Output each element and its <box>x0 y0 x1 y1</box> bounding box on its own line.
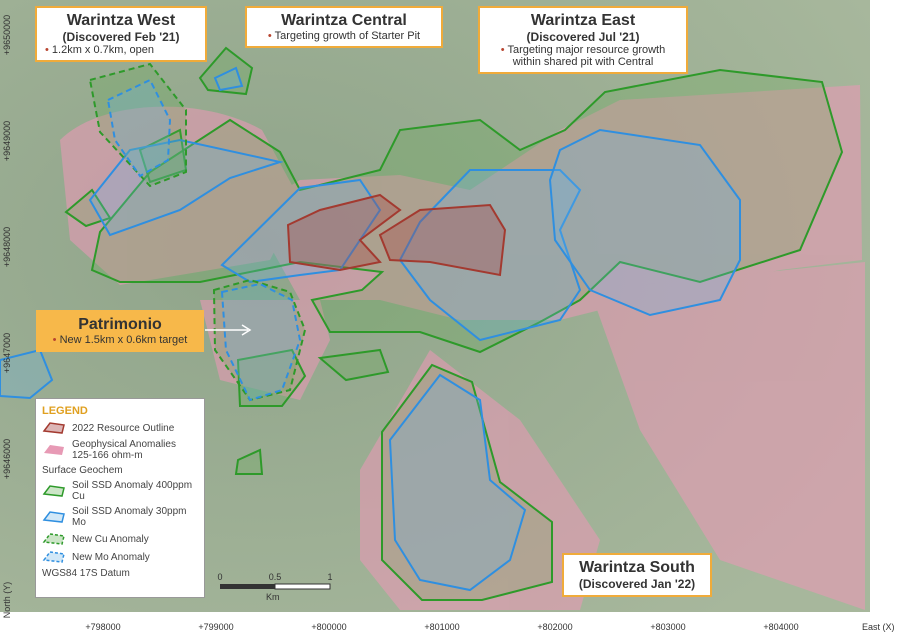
x-title: East (X) <box>862 622 895 632</box>
callout-subtitle: (Discovered Feb '21) <box>62 30 180 44</box>
x-label: +798000 <box>85 622 121 632</box>
callout-east: Warintza East (Discovered Jul '21) Targe… <box>478 6 688 74</box>
callout-west: Warintza West (Discovered Feb '21) 1.2km… <box>35 6 207 62</box>
callout-bullet: New 1.5km x 0.6km target <box>46 334 194 346</box>
callout-subtitle: (Discovered Jan '22) <box>578 577 696 591</box>
callout-title: Warintza West <box>66 12 176 29</box>
scale-label: 0.5 <box>268 572 282 582</box>
legend-label: 2022 Resource Outline <box>72 422 175 434</box>
legend: LEGEND 2022 Resource Outline Geophysical… <box>35 398 205 598</box>
callout-south: Warintza South (Discovered Jan '22) <box>562 553 712 597</box>
x-label: +803000 <box>650 622 686 632</box>
legend-label: Soil SSD Anomaly 30ppm Mo <box>72 506 187 528</box>
x-label: +802000 <box>537 622 573 632</box>
legend-item: New Mo Anomaly <box>42 550 198 564</box>
callout-title: Warintza Central <box>281 12 407 29</box>
legend-item: Geophysical Anomalies 125-166 ohm-m <box>42 439 198 461</box>
x-label: +799000 <box>198 622 234 632</box>
legend-label: Geophysical Anomalies 125-166 ohm-m <box>72 439 176 461</box>
legend-label: New Mo Anomaly <box>72 551 150 563</box>
legend-item: Soil SSD Anomaly 30ppm Mo <box>42 506 198 528</box>
y-title: North (Y) <box>2 581 12 619</box>
y-label: +9650000 <box>2 14 12 56</box>
resource-outlines <box>286 193 507 277</box>
y-label: +9648000 <box>2 226 12 268</box>
legend-title: LEGEND <box>42 405 88 417</box>
callout-title: Warintza East <box>530 12 636 29</box>
callout-bullet: Targeting major resource growth within s… <box>488 44 678 68</box>
callout-title: Warintza South <box>579 559 695 576</box>
scale-bar <box>220 583 331 590</box>
cu-anomalies <box>64 46 844 601</box>
mo-anomalies <box>0 66 741 592</box>
callout-patrimonio: Patrimonio New 1.5km x 0.6km target <box>36 310 204 352</box>
x-label: +800000 <box>311 622 347 632</box>
legend-datum: WGS84 17S Datum <box>42 568 130 579</box>
legend-label: Soil SSD Anomaly 400ppm Cu <box>72 480 193 502</box>
callout-central: Warintza Central Targeting growth of Sta… <box>245 6 443 48</box>
y-label: +9647000 <box>2 332 12 374</box>
scale-unit: Km <box>266 592 280 602</box>
x-label: +801000 <box>424 622 460 632</box>
new-mo-anomalies <box>106 78 302 402</box>
legend-label: New Cu Anomaly <box>72 533 149 545</box>
pointer-arrow-head <box>241 324 252 336</box>
y-label: +9646000 <box>2 438 12 480</box>
scale-label: 1 <box>327 572 333 582</box>
legend-item: 2022 Resource Outline <box>42 421 198 435</box>
legend-item: Soil SSD Anomaly 400ppm Cu <box>42 480 198 502</box>
new-cu-anomalies <box>88 62 307 402</box>
callout-bullet: 1.2km x 0.7km, open <box>45 44 197 56</box>
legend-section: Surface Geochem <box>42 465 123 476</box>
y-label: +9649000 <box>2 120 12 162</box>
callout-bullet: Targeting growth of Starter Pit <box>255 30 433 42</box>
callout-subtitle: (Discovered Jul '21) <box>526 30 640 44</box>
legend-item: New Cu Anomaly <box>42 532 198 546</box>
scale-label: 0 <box>217 572 223 582</box>
x-label: +804000 <box>763 622 799 632</box>
callout-title: Patrimonio <box>78 316 162 333</box>
